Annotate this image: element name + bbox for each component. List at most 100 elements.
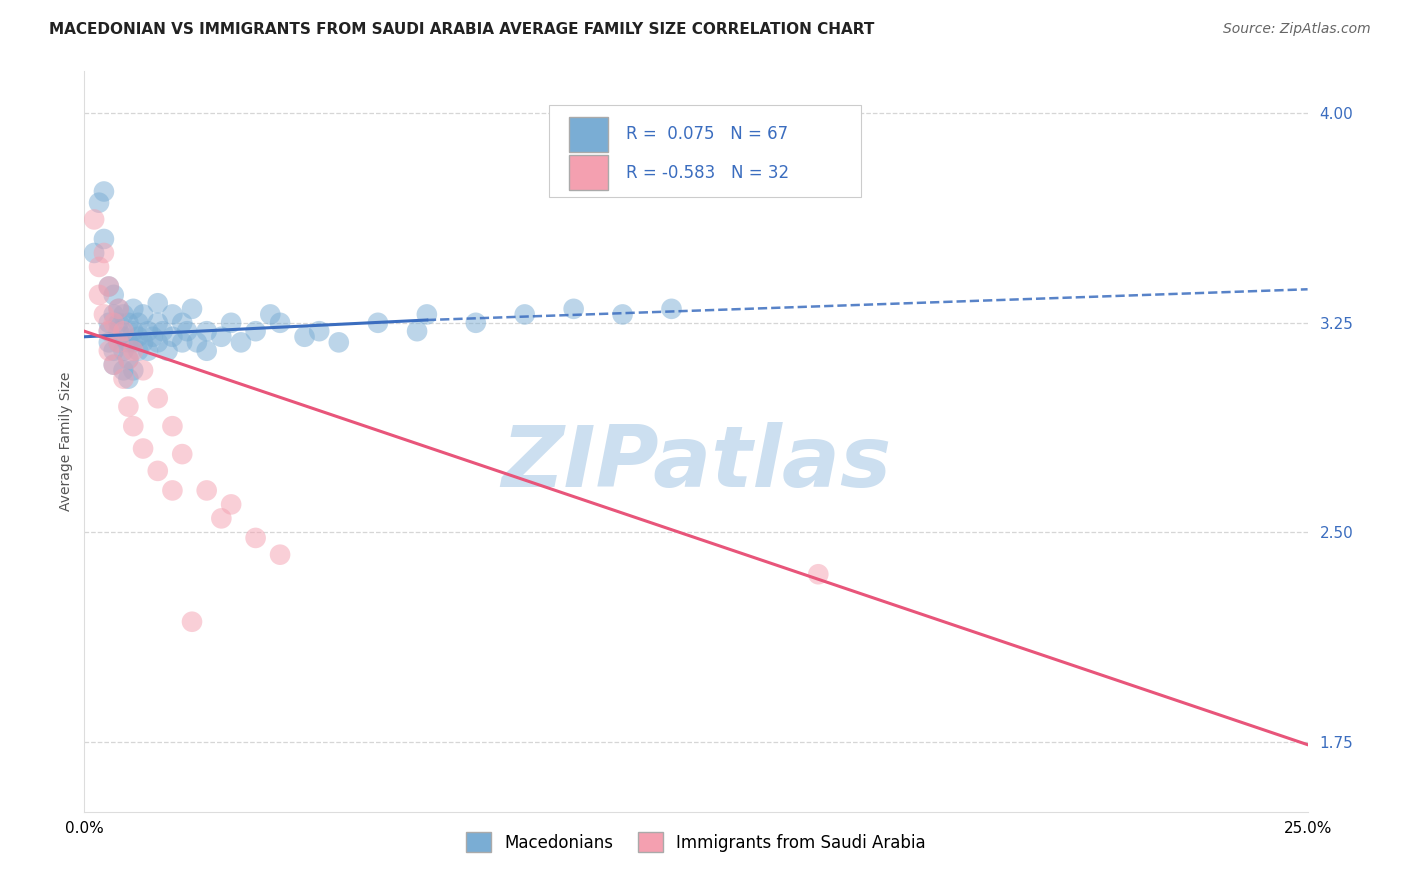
Point: [146, 391, 169, 405]
Point: [122, 335, 145, 350]
Point: [807, 567, 830, 582]
Point: [172, 335, 194, 350]
Point: [127, 316, 149, 330]
Point: [127, 343, 149, 358]
Point: [103, 358, 125, 372]
Point: [112, 372, 135, 386]
Point: [117, 352, 139, 367]
Point: [146, 464, 169, 478]
Point: [416, 307, 439, 321]
Point: [112, 363, 135, 377]
Point: [162, 330, 184, 344]
Point: [122, 419, 145, 434]
Point: [172, 316, 194, 330]
Point: [152, 324, 174, 338]
Point: [269, 548, 291, 562]
Point: [162, 419, 184, 434]
Point: [132, 307, 155, 321]
Point: [83, 246, 105, 260]
Point: [97, 279, 120, 293]
Point: [122, 301, 145, 316]
Point: [562, 301, 585, 316]
Point: [117, 335, 139, 350]
FancyBboxPatch shape: [550, 104, 860, 197]
Point: [186, 335, 208, 350]
Point: [661, 301, 683, 316]
Legend: Macedonians, Immigrants from Saudi Arabia: Macedonians, Immigrants from Saudi Arabi…: [460, 825, 932, 859]
FancyBboxPatch shape: [569, 117, 607, 152]
Text: R =  0.075   N = 67: R = 0.075 N = 67: [626, 125, 789, 144]
Point: [107, 301, 129, 316]
Point: [103, 316, 125, 330]
Point: [245, 324, 267, 338]
Point: [107, 316, 129, 330]
Point: [269, 316, 291, 330]
Point: [259, 307, 281, 321]
Point: [97, 316, 120, 330]
Point: [195, 483, 218, 498]
Point: [117, 400, 139, 414]
Point: [146, 316, 169, 330]
Point: [97, 335, 120, 350]
Point: [103, 307, 125, 321]
Point: [93, 185, 115, 199]
Point: [146, 335, 169, 350]
Point: [308, 324, 330, 338]
Point: [103, 288, 125, 302]
Point: [195, 343, 218, 358]
Point: [229, 335, 252, 350]
Point: [328, 335, 350, 350]
Point: [83, 212, 105, 227]
Point: [122, 324, 145, 338]
FancyBboxPatch shape: [569, 155, 607, 190]
Point: [112, 330, 135, 344]
Point: [112, 343, 135, 358]
Text: Source: ZipAtlas.com: Source: ZipAtlas.com: [1223, 22, 1371, 37]
Point: [367, 316, 389, 330]
Text: ZIPatlas: ZIPatlas: [501, 422, 891, 505]
Point: [162, 307, 184, 321]
Point: [245, 531, 267, 545]
Point: [406, 324, 429, 338]
Point: [97, 324, 120, 338]
Point: [112, 324, 135, 338]
Point: [122, 343, 145, 358]
Point: [132, 442, 155, 456]
Point: [464, 316, 486, 330]
Point: [97, 343, 120, 358]
Point: [513, 307, 536, 321]
Point: [136, 343, 159, 358]
Point: [127, 330, 149, 344]
Point: [97, 279, 120, 293]
Point: [195, 324, 218, 338]
Point: [132, 335, 155, 350]
Point: [107, 324, 129, 338]
Point: [181, 301, 204, 316]
Point: [93, 232, 115, 246]
Point: [117, 372, 139, 386]
Point: [117, 316, 139, 330]
Point: [209, 330, 232, 344]
Point: [122, 363, 145, 377]
Point: [156, 343, 179, 358]
Point: [294, 330, 316, 344]
Point: [87, 260, 110, 274]
Point: [87, 195, 110, 210]
Point: [93, 246, 115, 260]
Point: [172, 447, 194, 461]
Text: MACEDONIAN VS IMMIGRANTS FROM SAUDI ARABIA AVERAGE FAMILY SIZE CORRELATION CHART: MACEDONIAN VS IMMIGRANTS FROM SAUDI ARAB…: [49, 22, 875, 37]
Text: R = -0.583   N = 32: R = -0.583 N = 32: [626, 164, 789, 182]
Point: [87, 288, 110, 302]
Point: [132, 363, 155, 377]
Point: [107, 335, 129, 350]
Point: [219, 316, 242, 330]
Point: [219, 497, 242, 511]
Point: [117, 352, 139, 367]
Point: [93, 307, 115, 321]
Point: [103, 358, 125, 372]
Point: [181, 615, 204, 629]
Point: [136, 324, 159, 338]
Point: [612, 307, 634, 321]
Y-axis label: Average Family Size: Average Family Size: [59, 372, 73, 511]
Point: [162, 483, 184, 498]
